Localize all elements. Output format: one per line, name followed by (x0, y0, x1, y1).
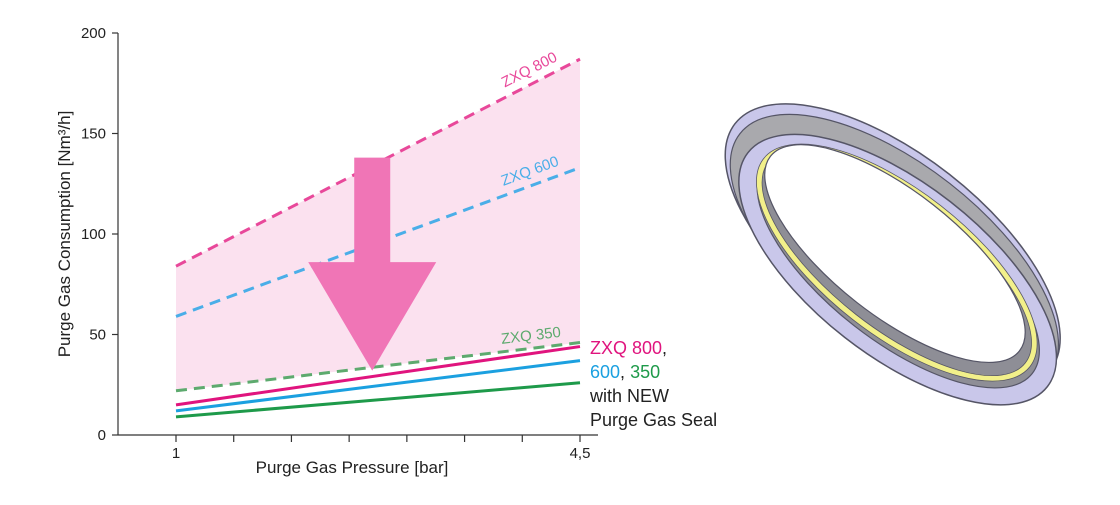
series-label-3: ZXQ 350 (500, 324, 562, 348)
y-tick-label: 200 (81, 25, 106, 42)
series-line-6 (175, 381, 581, 419)
legend-with-new: with NEW (589, 386, 669, 406)
ring-opening (764, 144, 1026, 364)
series-line-4 (175, 345, 581, 407)
legend-zxq-800: ZXQ 800 (590, 338, 662, 358)
reduction-arrow (308, 157, 437, 371)
svg-text:600, 350: 600, 350 (590, 362, 660, 382)
ring-body (724, 103, 1061, 406)
legend-350: 350 (630, 362, 660, 382)
ring-seal-strip (756, 143, 1038, 382)
svg-text:ZXQ 800,: ZXQ 800, (590, 338, 667, 358)
series-line-5 (175, 359, 581, 413)
purge-gas-seal-ring-illustration (724, 103, 1061, 406)
y-tick-label: 50 (89, 327, 106, 344)
legend-purge-gas-seal: Purge Gas Seal (590, 410, 717, 430)
y-tick-label: 0 (98, 427, 106, 444)
ring-seal-edge-outer (756, 143, 1038, 382)
legend-comma: , (662, 338, 667, 358)
y-tick-label: 100 (81, 226, 106, 243)
x-tick-label: 1 (172, 445, 180, 462)
legend-separator: , (620, 362, 630, 382)
y-axis-title: Purge Gas Consumption [Nm³/h] (55, 111, 74, 358)
x-axis-title: Purge Gas Pressure [bar] (256, 458, 449, 477)
x-tick-label: 4,5 (570, 445, 591, 462)
y-tick-label: 150 (81, 126, 106, 143)
legend: ZXQ 800, 600, 350 with NEW Purge Gas Sea… (589, 338, 717, 430)
legend-600: 600 (590, 362, 620, 382)
series-line-3 (175, 341, 581, 393)
